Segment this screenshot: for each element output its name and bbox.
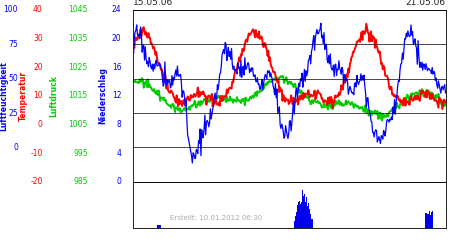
Text: 16: 16 [112,63,122,72]
Bar [294,221,295,228]
Bar [428,213,429,228]
Bar [159,225,160,228]
Bar [160,225,161,228]
Text: 995: 995 [73,148,88,158]
Text: 12: 12 [112,92,122,100]
Text: 15.05.06: 15.05.06 [133,0,173,6]
Bar [304,194,305,228]
Bar [428,214,429,228]
Text: -20: -20 [31,177,43,186]
Bar [295,219,296,228]
Bar [310,214,311,228]
Text: 24: 24 [112,6,122,15]
Text: 40: 40 [33,6,43,15]
Bar [425,213,426,228]
Bar [431,212,432,228]
Bar [307,206,308,228]
Text: 0: 0 [117,177,122,186]
Text: 0: 0 [38,120,43,129]
Text: 0: 0 [13,143,18,152]
Text: 25: 25 [9,108,18,118]
Bar [300,204,301,228]
Bar [311,219,312,228]
Text: 20: 20 [112,34,122,43]
Text: Erstellt: 10.01.2012 06:30: Erstellt: 10.01.2012 06:30 [170,215,262,221]
Bar [302,190,303,228]
Text: Temperatur: Temperatur [19,71,28,121]
Text: Luftdruck: Luftdruck [50,75,58,117]
Bar [296,212,297,228]
Bar [299,201,300,228]
Text: 1005: 1005 [68,120,88,129]
Text: 8: 8 [117,120,122,129]
Text: 30: 30 [33,34,43,43]
Bar [295,216,296,228]
Text: 20: 20 [33,63,43,72]
Text: 21.05.06: 21.05.06 [405,0,446,6]
Text: 1045: 1045 [68,6,88,15]
Text: 50: 50 [8,74,18,83]
Bar [429,211,430,228]
Bar [427,214,428,228]
Text: 985: 985 [73,177,88,186]
Bar [430,216,431,228]
Text: 100: 100 [4,6,18,15]
Text: -10: -10 [31,148,43,158]
Text: 10: 10 [33,92,43,100]
Bar [158,225,159,228]
Bar [306,197,307,228]
Text: 1035: 1035 [68,34,88,43]
Bar [303,196,304,228]
Bar [305,202,306,228]
Bar [312,219,313,228]
Bar [426,212,427,228]
Bar [297,204,298,228]
Text: Niederschlag: Niederschlag [98,68,107,124]
Bar [309,209,310,228]
Bar [297,204,299,228]
Bar [298,202,299,228]
Bar [432,211,433,228]
Bar [308,204,309,228]
Text: 4: 4 [117,148,122,158]
Bar [301,202,302,228]
Text: 1025: 1025 [68,63,88,72]
Text: 1015: 1015 [68,92,88,100]
Text: 75: 75 [8,40,18,49]
Text: Luftfeuchtigkeit: Luftfeuchtigkeit [0,61,8,131]
